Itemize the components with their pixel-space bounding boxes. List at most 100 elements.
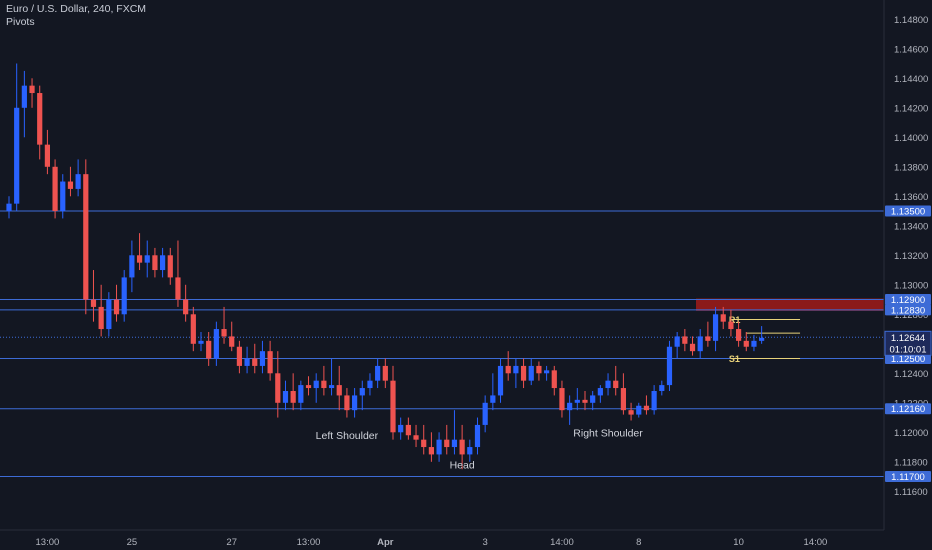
candle-down[interactable]: [252, 343, 258, 374]
candle-up[interactable]: [14, 63, 20, 212]
candle-up[interactable]: [144, 240, 150, 278]
candle-down[interactable]: [52, 159, 58, 219]
candle-down[interactable]: [405, 417, 411, 440]
candle-up[interactable]: [451, 410, 458, 455]
candle-down[interactable]: [44, 129, 50, 175]
candle-down[interactable]: [382, 358, 388, 389]
candle-up[interactable]: [712, 306, 719, 352]
candle-up[interactable]: [513, 358, 519, 389]
candle-up[interactable]: [160, 247, 166, 278]
candle-up[interactable]: [129, 240, 135, 293]
candle-up[interactable]: [106, 292, 112, 337]
candle-up[interactable]: [213, 321, 219, 366]
level-price-badge[interactable]: 1.13500: [885, 205, 931, 218]
time-axis[interactable]: 13:00 25 27 13:00 Apr 3 14:00 8 10 14:00: [36, 537, 828, 548]
candle-up[interactable]: [659, 380, 665, 396]
candle-down[interactable]: [344, 388, 350, 418]
candle-down[interactable]: [428, 432, 434, 462]
candle-down[interactable]: [551, 365, 557, 396]
candle-down[interactable]: [444, 424, 450, 455]
candle-up[interactable]: [75, 159, 81, 197]
candle-down[interactable]: [743, 331, 749, 352]
candle-up[interactable]: [313, 373, 319, 403]
candle-down[interactable]: [275, 351, 281, 418]
candle-down[interactable]: [613, 365, 619, 396]
candle-down[interactable]: [705, 321, 711, 347]
candle-down[interactable]: [83, 159, 89, 315]
candle-up[interactable]: [567, 395, 573, 425]
candle-down[interactable]: [29, 78, 35, 108]
candle-down[interactable]: [736, 321, 742, 347]
candle-up[interactable]: [597, 385, 603, 403]
candle-down[interactable]: [98, 284, 104, 337]
candle-up[interactable]: [474, 417, 481, 455]
candle-up[interactable]: [467, 439, 473, 462]
pattern-annotation[interactable]: Right Shoulder: [573, 428, 643, 440]
candle-up[interactable]: [359, 380, 365, 411]
candle-up[interactable]: [528, 358, 534, 386]
candle-up[interactable]: [605, 373, 611, 396]
candle-up[interactable]: [436, 432, 442, 462]
level-price-badge[interactable]: 1.12830: [885, 304, 931, 316]
candle-up[interactable]: [21, 70, 27, 138]
candle-down[interactable]: [236, 340, 242, 374]
candle-down[interactable]: [643, 395, 650, 415]
candle-down[interactable]: [459, 424, 465, 470]
candle-down[interactable]: [37, 85, 43, 160]
candle-up[interactable]: [244, 346, 250, 374]
candle-down[interactable]: [559, 380, 565, 418]
candle-up[interactable]: [590, 390, 596, 411]
candle-down[interactable]: [620, 373, 626, 415]
candle-down[interactable]: [520, 358, 527, 389]
candle-down[interactable]: [628, 402, 634, 421]
candle-up[interactable]: [352, 388, 358, 418]
candle-up[interactable]: [121, 270, 127, 322]
candle-down[interactable]: [305, 376, 312, 396]
candle-up[interactable]: [666, 340, 673, 391]
candle-down[interactable]: [167, 247, 173, 285]
candle-down[interactable]: [136, 233, 143, 271]
candle-down[interactable]: [183, 284, 189, 322]
candle-down[interactable]: [536, 361, 542, 381]
candle-up[interactable]: [259, 340, 266, 374]
candle-up[interactable]: [697, 329, 703, 359]
candle-up[interactable]: [60, 174, 66, 219]
candle-up[interactable]: [367, 373, 373, 396]
level-price-badge[interactable]: 1.12900: [885, 294, 931, 306]
candle-down[interactable]: [290, 373, 296, 411]
candle-up[interactable]: [497, 358, 504, 403]
candle-up[interactable]: [574, 388, 580, 411]
candle-up[interactable]: [674, 331, 680, 359]
candle-down[interactable]: [67, 166, 74, 197]
candle-up[interactable]: [751, 334, 757, 352]
candle-down[interactable]: [90, 270, 97, 322]
candle-up[interactable]: [328, 358, 335, 396]
candle-up[interactable]: [544, 365, 550, 381]
candle-down[interactable]: [229, 321, 235, 352]
candle-down[interactable]: [421, 424, 427, 455]
pattern-annotation[interactable]: Head: [450, 459, 475, 471]
candle-up[interactable]: [375, 358, 381, 389]
candle-down[interactable]: [505, 351, 511, 381]
level-price-badge[interactable]: 1.12160: [885, 403, 931, 415]
candle-down[interactable]: [682, 329, 688, 352]
candle-down[interactable]: [221, 306, 227, 344]
candle-up[interactable]: [759, 326, 765, 344]
candle-down[interactable]: [336, 365, 342, 411]
candle-up[interactable]: [6, 196, 12, 219]
pattern-annotation[interactable]: Left Shoulder: [316, 430, 379, 442]
candle-up[interactable]: [651, 385, 657, 415]
candle-down[interactable]: [190, 306, 196, 352]
candle-up[interactable]: [298, 380, 304, 411]
candle-down[interactable]: [390, 365, 396, 440]
candle-up[interactable]: [198, 331, 204, 352]
candle-down[interactable]: [321, 365, 327, 396]
candle-down[interactable]: [113, 284, 120, 322]
candle-down[interactable]: [728, 309, 734, 337]
candle-up[interactable]: [398, 417, 404, 440]
indicator-name[interactable]: Pivots: [6, 16, 35, 28]
candle-down[interactable]: [720, 306, 726, 330]
candle-down[interactable]: [152, 247, 158, 278]
